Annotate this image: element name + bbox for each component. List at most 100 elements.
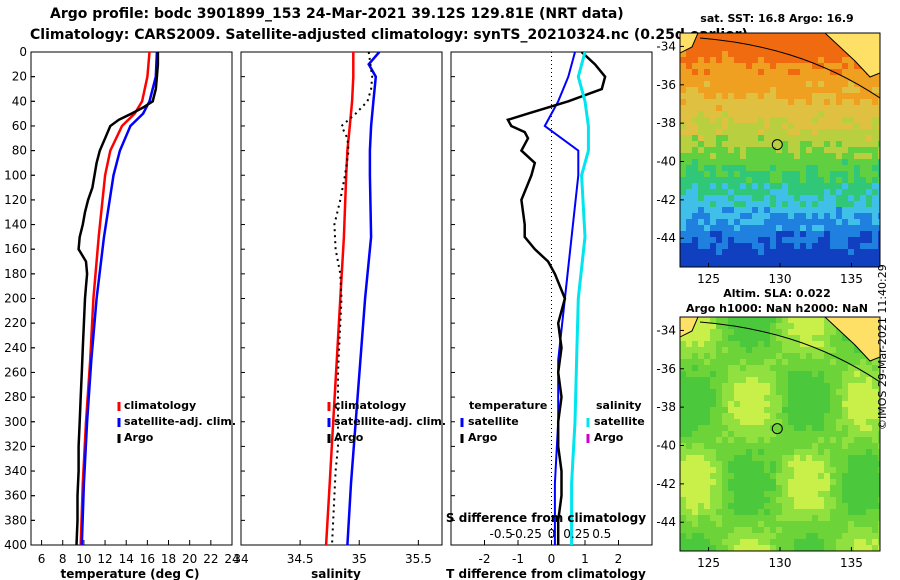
map-cell <box>812 353 818 359</box>
map-cell <box>746 171 752 177</box>
map-cell <box>794 255 800 261</box>
map-cell <box>782 341 788 347</box>
map-cell <box>848 515 854 521</box>
map-cell <box>842 545 848 551</box>
map-cell <box>710 231 716 237</box>
map-cell <box>680 249 686 255</box>
map-cell <box>680 165 686 171</box>
map-cell <box>782 105 788 111</box>
map-cell <box>728 69 734 75</box>
map-cell <box>722 63 728 69</box>
map-cell <box>728 141 734 147</box>
map-cell <box>740 527 746 533</box>
map-cell <box>686 99 692 105</box>
map-cell <box>806 437 812 443</box>
map-cell <box>764 39 770 45</box>
map-cell <box>878 75 880 81</box>
map-cell <box>686 249 692 255</box>
map-cell <box>800 231 806 237</box>
map-cell <box>812 177 818 183</box>
map-cell <box>710 171 716 177</box>
map-cell <box>842 189 848 195</box>
map-cell <box>704 153 710 159</box>
map-cell <box>728 255 734 261</box>
map-cell <box>722 33 728 39</box>
salinity-axis-label: salinity <box>311 567 361 580</box>
x-tick-label: 34 <box>233 552 248 566</box>
map-cell <box>764 45 770 51</box>
map-cell <box>842 87 848 93</box>
map-cell <box>734 147 740 153</box>
map-cell <box>848 419 854 425</box>
map-cell <box>806 189 812 195</box>
map-cell <box>830 365 836 371</box>
map-cell <box>878 135 880 141</box>
map-cell <box>692 129 698 135</box>
map-cell <box>716 237 722 243</box>
lon-tick-label: 125 <box>697 272 720 286</box>
map-cell <box>722 141 728 147</box>
map-cell <box>770 57 776 63</box>
map-cell <box>740 413 746 419</box>
map-cell <box>812 117 818 123</box>
legend-label-climatology: climatology <box>334 399 406 412</box>
map-cell <box>734 503 740 509</box>
map-cell <box>830 341 836 347</box>
map-cell <box>794 189 800 195</box>
map-cell <box>788 365 794 371</box>
map-cell <box>872 201 878 207</box>
map-cell <box>824 461 830 467</box>
map-cell <box>872 153 878 159</box>
map-cell <box>824 419 830 425</box>
map-cell <box>770 521 776 527</box>
map-cell <box>788 39 794 45</box>
map-cell <box>818 491 824 497</box>
map-cell <box>746 455 752 461</box>
map-cell <box>692 485 698 491</box>
map-cell <box>812 75 818 81</box>
map-cell <box>704 117 710 123</box>
map-cell <box>728 413 734 419</box>
map-cell <box>710 207 716 213</box>
map-cell <box>734 141 740 147</box>
map-cell <box>782 177 788 183</box>
map-cell <box>842 225 848 231</box>
map-cell <box>704 39 710 45</box>
map-cell <box>842 81 848 87</box>
map-cell <box>842 347 848 353</box>
map-cell <box>728 545 734 551</box>
map-cell <box>782 147 788 153</box>
map-cell <box>770 341 776 347</box>
map-cell <box>866 195 872 201</box>
map-cell <box>716 129 722 135</box>
map-cell <box>818 443 824 449</box>
map-cell <box>734 533 740 539</box>
map-cell <box>848 141 854 147</box>
map-cell <box>818 485 824 491</box>
map-cell <box>722 455 728 461</box>
map-cell <box>716 207 722 213</box>
map-cell <box>746 141 752 147</box>
map-cell <box>872 389 878 395</box>
depth-tick-label: 380 <box>4 513 27 527</box>
map-cell <box>854 431 860 437</box>
map-cell <box>764 213 770 219</box>
map-cell <box>866 533 872 539</box>
map-cell <box>854 189 860 195</box>
map-cell <box>698 341 704 347</box>
map-cell <box>758 153 764 159</box>
map-cell <box>836 419 842 425</box>
map-cell <box>860 407 866 413</box>
map-cell <box>734 461 740 467</box>
map-cell <box>740 449 746 455</box>
map-cell <box>800 183 806 189</box>
map-cell <box>782 183 788 189</box>
map-cell <box>878 413 880 419</box>
map-cell <box>734 135 740 141</box>
map-cell <box>866 93 872 99</box>
map-cell <box>824 371 830 377</box>
map-cell <box>812 159 818 165</box>
map-cell <box>770 467 776 473</box>
map-cell <box>848 105 854 111</box>
map-cell <box>770 347 776 353</box>
